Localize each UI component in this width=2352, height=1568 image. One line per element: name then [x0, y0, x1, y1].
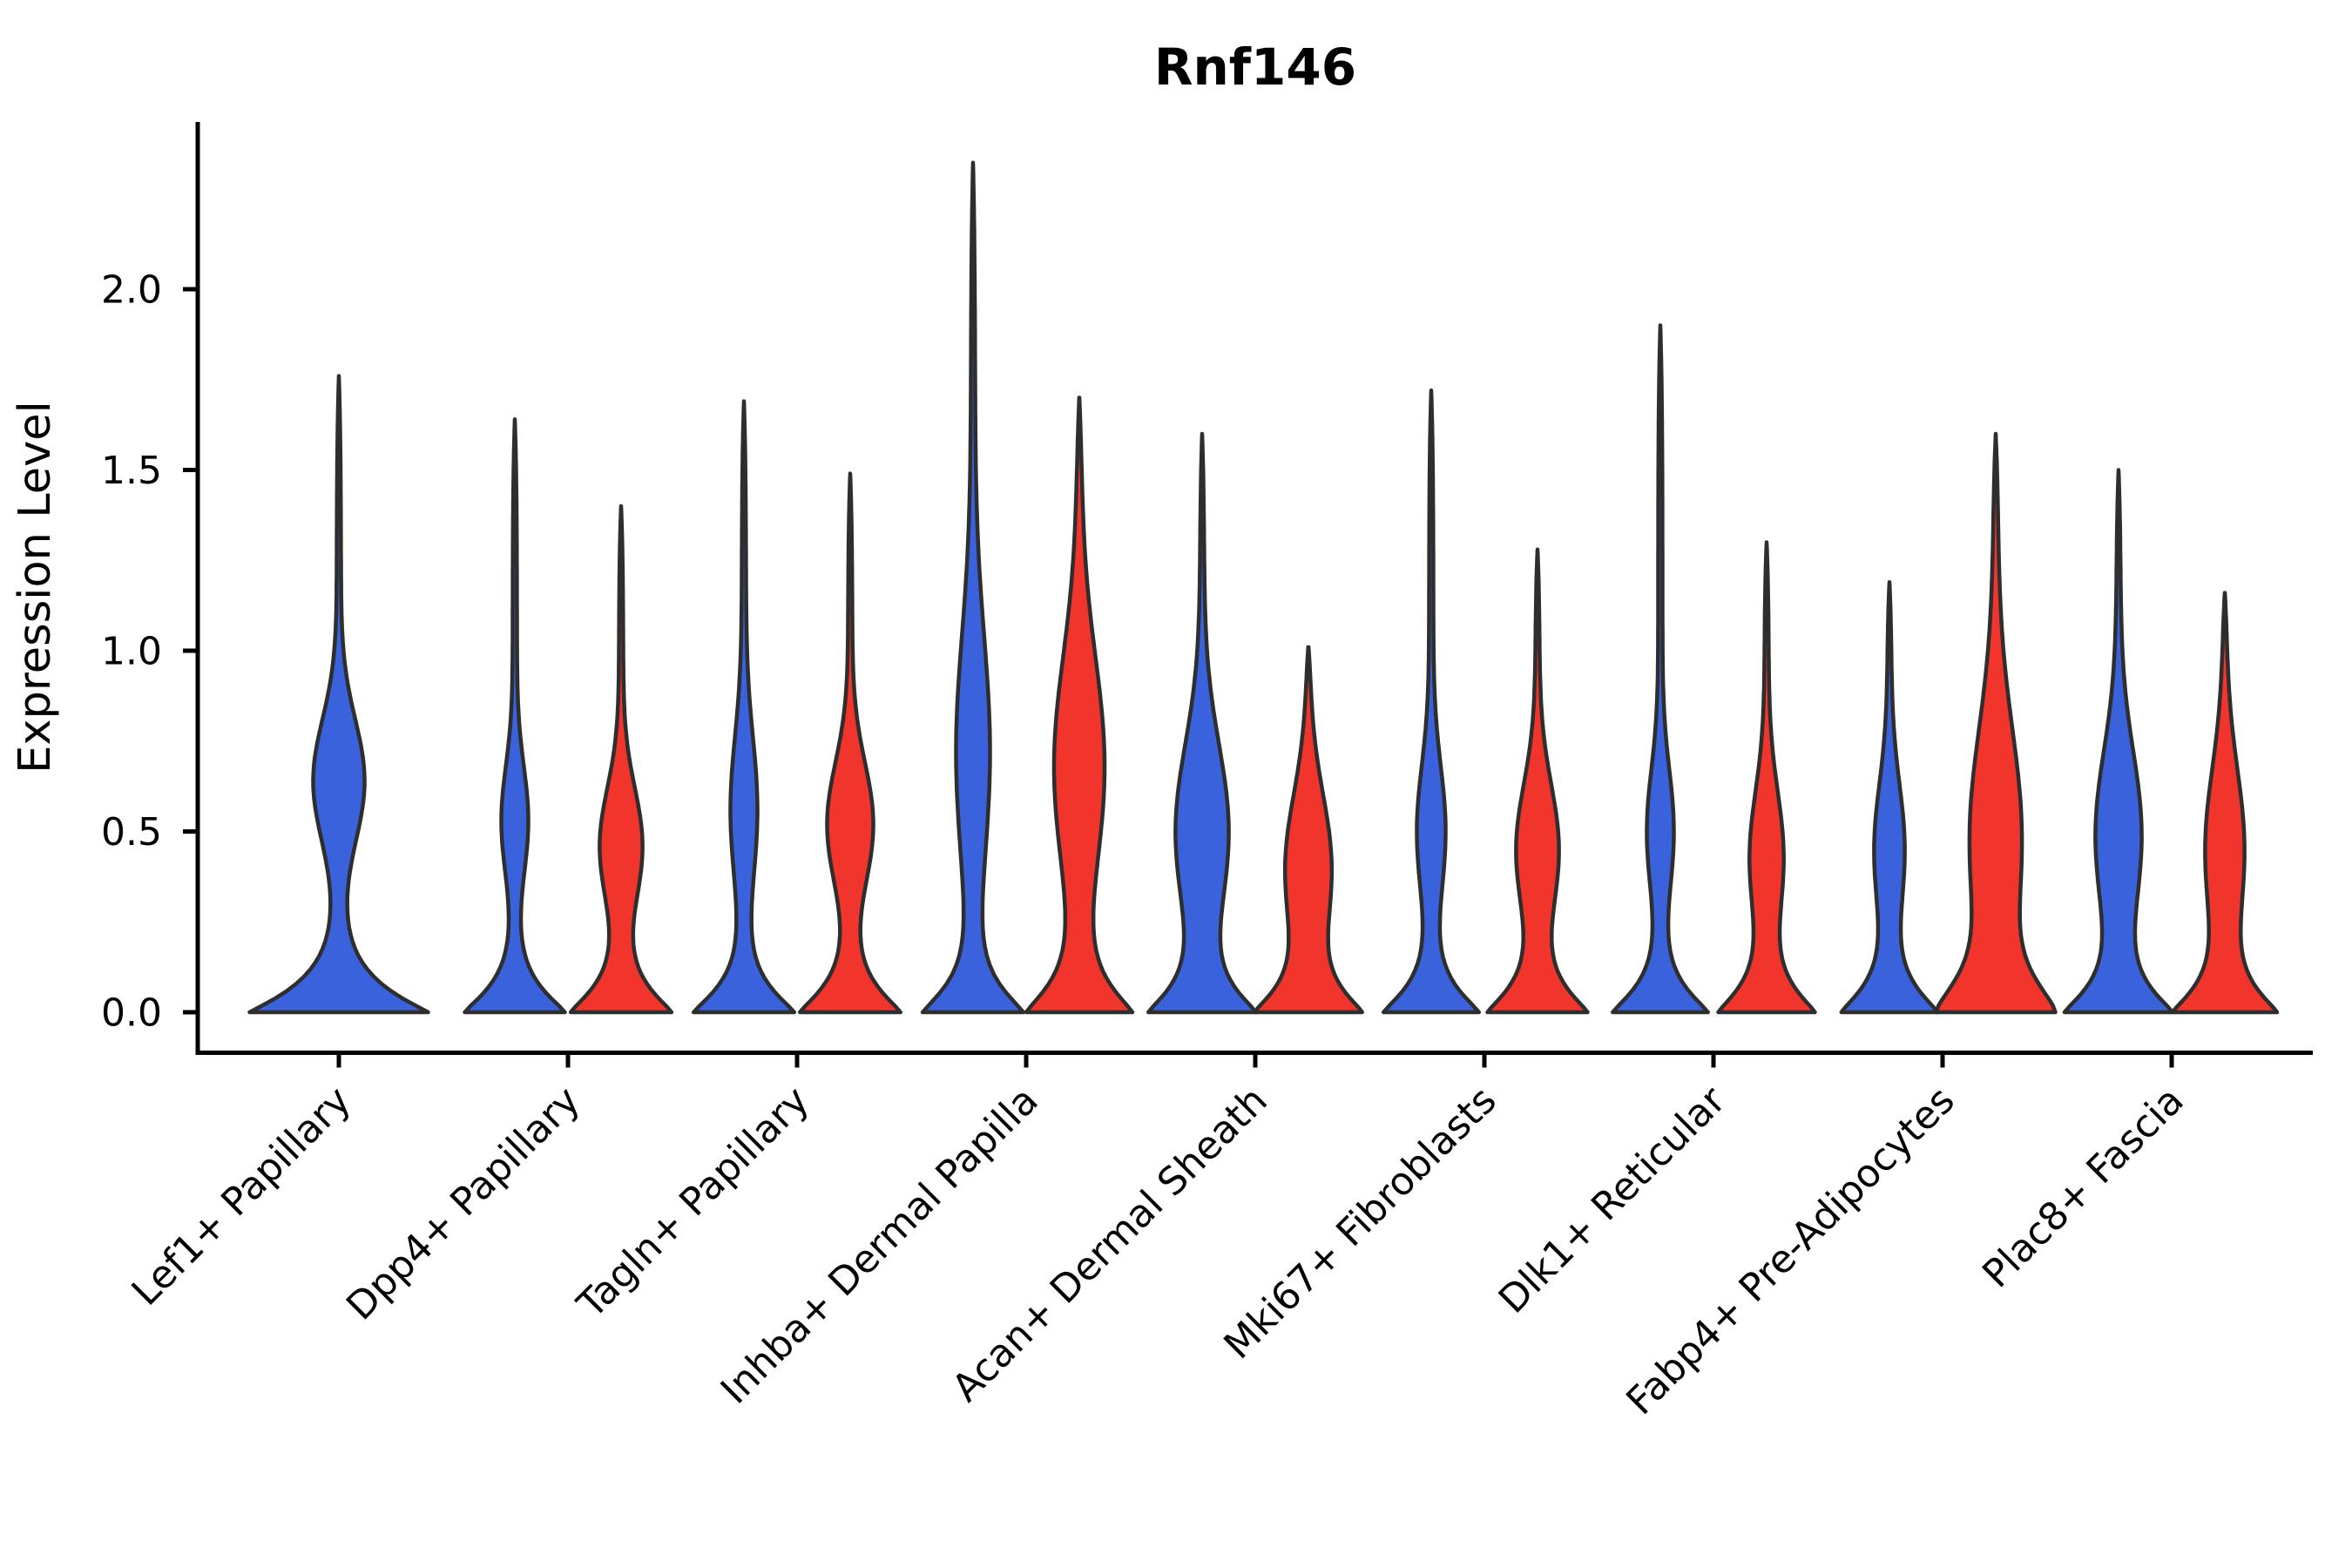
violin-fabp4-pre-adipocytes-red — [1934, 431, 2058, 1015]
y-tick-label: 0.0 — [101, 990, 162, 1035]
violin-dpp4-papillary-red — [568, 504, 674, 1015]
violin-tagln-papillary-blue — [691, 399, 797, 1015]
x-tick-label-dlk1-reticular: Dlk1+ Reticular — [1490, 1078, 1735, 1322]
violin-glyphs — [247, 160, 2280, 1015]
violin-tagln-papillary-red — [798, 471, 902, 1015]
x-tick-label-dpp4-papillary: Dpp4+ Papillary — [338, 1078, 589, 1329]
violin-inhba-dermal-papilla-blue — [920, 160, 1026, 1015]
violin-inhba-dermal-papilla-red — [1024, 395, 1135, 1015]
x-tick-label-lef1-papillary: Lef1+ Papillary — [124, 1078, 360, 1315]
violin-fabp4-pre-adipocytes-blue — [1839, 579, 1940, 1015]
violin-plac8-fascia-blue — [2062, 468, 2175, 1015]
violin-dpp4-papillary-blue — [463, 417, 567, 1015]
y-tick-label: 1.0 — [101, 629, 162, 673]
y-tick-label: 0.5 — [101, 810, 162, 855]
y-axis-ticks: 0.0 0.5 1.0 1.5 2.0 — [101, 267, 198, 1035]
y-axis-label: Expression Level — [10, 401, 61, 774]
violin-lef1-papillary-blue — [247, 374, 430, 1015]
violin-dlk1-reticular-red — [1716, 540, 1817, 1015]
violin-mki67-fibroblasts-red — [1485, 547, 1590, 1015]
violin-dlk1-reticular-blue — [1611, 323, 1710, 1015]
x-tick-label-tagln-papillary: Tagln+ Papillary — [569, 1078, 818, 1328]
violin-acan-dermal-sheath-blue — [1146, 431, 1258, 1015]
y-tick-label: 2.0 — [101, 267, 162, 312]
x-tick-label-plac8-fascia: Plac8+ Fascia — [1974, 1078, 2193, 1297]
violin-acan-dermal-sheath-red — [1253, 645, 1364, 1015]
y-tick-label: 1.5 — [101, 449, 162, 493]
violin-plac8-fascia-red — [2170, 591, 2280, 1015]
violin-mki67-fibroblasts-blue — [1381, 388, 1482, 1015]
chart-title: Rnf146 — [1154, 37, 1356, 97]
